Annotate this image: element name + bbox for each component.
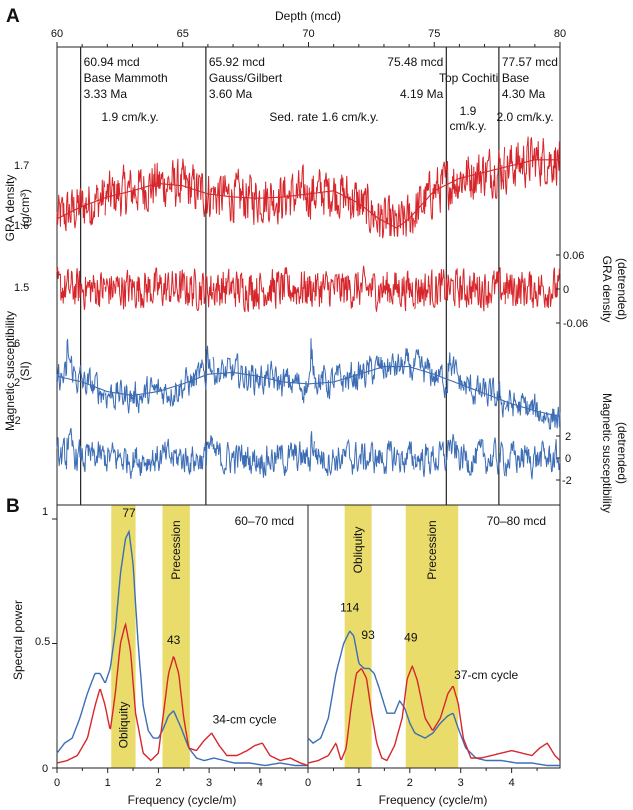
magnetic-susceptibility-trend [56,366,561,418]
peak-label: 49 [404,631,418,645]
frequency-tick-label: 3 [458,777,464,789]
spectrum-frame [307,504,561,769]
boundary-note: 60.94 mcd [84,55,140,69]
boundary-note: 4.30 Ma [502,87,546,101]
frequency-tick-label: 0 [305,777,311,789]
ms-detrended-title-2: (detrended) [615,422,629,484]
frequency-band [405,505,459,768]
power-tick-0: 0 [42,763,48,775]
depth-axis-title: Depth (mcd) [275,9,341,23]
ms-detrended-trace [56,427,561,480]
sed-rate-label: 1.9 cm/k.y. [101,110,158,124]
band-label: Obliquity [116,702,130,749]
depth-range-label: 60–70 mcd [235,514,294,528]
band-label: Precession [425,520,439,579]
gra-density-trend [56,159,560,229]
boundary-note: 65.92 mcd [209,55,265,69]
sed-rate-label: Sed. rate 1.6 cm/k.y. [269,110,378,124]
boundary-lines [80,47,500,505]
spectral-power-title: Spectral power [11,600,25,680]
boundary-note: Base Mammoth [84,71,168,85]
spectrum-60-70: 0 1 2 3 4 Obliquity Precession 77 43 34-cm cycle 6… [52,504,309,789]
ms-tick-minus2: -2 [11,415,21,427]
gra-detrended-trace [56,265,561,313]
spectrum-red-series [56,621,309,767]
gra-axis-unit: (g/cm³) [18,189,32,227]
boundary-note: Top Cochiti [439,71,498,85]
gra-detrended-title: GRA density [600,256,614,323]
panel-a-label: A [6,6,20,27]
frequency-tick-label: 2 [155,777,161,789]
panel-b-label: B [6,496,20,517]
gra-detrended-tick-0.06: 0.06 [563,250,584,262]
spectrum-red-series [307,664,561,764]
depth-tick-label: 70 [302,28,314,40]
boundary-annotations: 60.94 mcd Base Mammoth 3.33 Ma 65.92 mcd Gau… [84,55,558,133]
frequency-tick-label: 0 [54,777,60,789]
peak-label: 93 [361,628,375,642]
spectrum-blue-series [56,529,308,767]
boundary-note: 3.33 Ma [84,87,128,101]
left-axis-labels: 1.7 1.6 1.5 6 2 -2 GRA density (g/cm³) M… [3,160,32,431]
frequency-title-left: Frequency (cycle/m) [128,793,237,807]
boundary-note: 77.57 mcd [502,55,558,69]
spectrum-blue-series [307,630,560,767]
frequency-tick-label: 4 [509,777,515,789]
ms-axis-title: Magnetic susceptibility [3,311,17,431]
boundary-note: Base [502,71,530,85]
frequency-title-right: Frequency (cycle/m) [379,793,488,807]
frequency-tick-label: 1 [356,777,362,789]
boundary-note: 3.60 Ma [209,87,253,101]
gra-density-trace [56,136,561,239]
depth-tick-label: 75 [428,28,440,40]
frequency-tick-label: 2 [407,777,413,789]
ms-axis-unit: (SI) [18,361,32,380]
panel-a-series [56,136,561,480]
power-tick-1: 1 [42,506,48,518]
gra-axis-title: GRA density [3,175,17,242]
ms-tick-2: 2 [14,377,20,389]
ms-detrended-tick-2: 2 [565,431,571,443]
band-label: Precession [169,520,183,579]
ms-detrended-title: Magnetic susceptibility [600,393,614,513]
power-tick-0.5: 0.5 [35,636,50,648]
sed-rate-label: 2.0 cm/k.y. [496,110,553,124]
band-label: Obliquity [351,527,365,574]
peak-label: 34-cm cycle [213,713,277,727]
peak-label: 43 [167,633,181,647]
peak-label: 114 [340,601,359,615]
depth-tick-label: 65 [177,28,189,40]
ms-tick-6: 6 [14,338,20,350]
frequency-tick-label: 1 [105,777,111,789]
ms-detrended-tick-minus2: -2 [562,475,572,487]
gra-detrended-tick-minus0.06: -0.06 [563,318,588,330]
magnetic-susceptibility-trace [56,338,561,430]
frequency-tick-label: 3 [206,777,212,789]
depth-axis: 60 65 70 75 80 [51,28,566,47]
peak-label: 77 [122,506,136,520]
frequency-tick-label: 4 [257,777,263,789]
boundary-note: 75.48 mcd [387,55,443,69]
boundary-note: 4.19 Ma [400,87,444,101]
depth-range-label: 70–80 mcd [487,514,546,528]
gra-tick-1.5: 1.5 [14,282,29,294]
ms-detrended-tick-0: 0 [565,453,571,465]
right-axis-labels: 0.06 0 -0.06 2 0 -2 GRA density (detrend… [556,250,629,513]
depth-tick-label: 60 [51,28,63,40]
peak-label: 37-cm cycle [454,668,518,682]
sed-rate-label: 1.9 [460,104,477,118]
gra-tick-1.7: 1.7 [14,160,29,172]
gra-detrended-title-2: (detrended) [615,258,629,320]
depth-tick-label: 80 [554,28,566,40]
boundary-note: Gauss/Gilbert [209,71,283,85]
sed-rate-label: cm/k.y. [449,119,486,133]
gra-detrended-tick-0: 0 [563,284,569,296]
gra-tick-1.6: 1.6 [14,220,29,232]
